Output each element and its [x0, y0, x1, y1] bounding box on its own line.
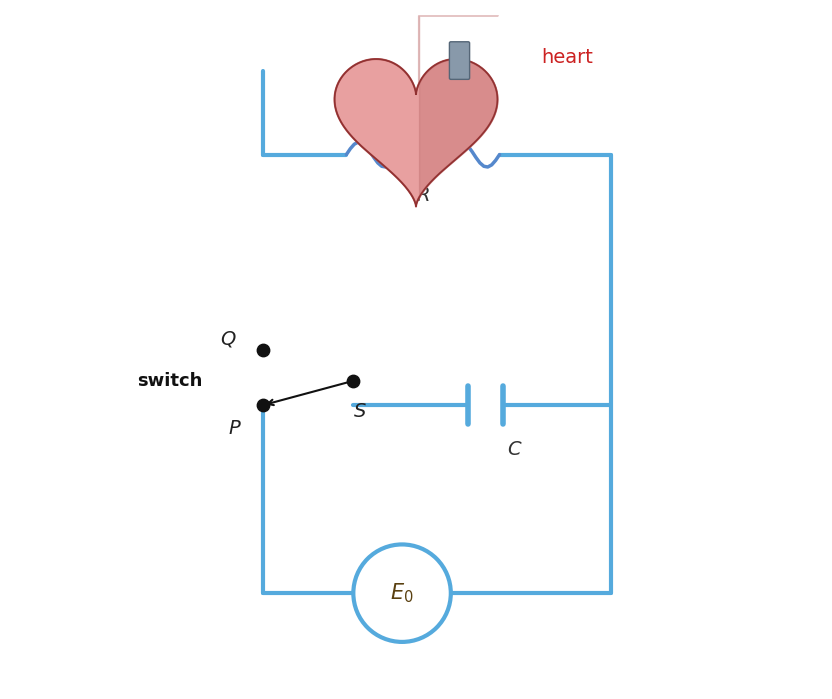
Polygon shape: [334, 59, 498, 206]
Text: $R$: $R$: [416, 186, 430, 205]
Text: switch: switch: [137, 372, 203, 390]
Text: $S$: $S$: [354, 402, 367, 421]
Text: $Q$: $Q$: [220, 329, 236, 349]
Text: $C$: $C$: [507, 440, 522, 459]
Text: $E_0$: $E_0$: [390, 582, 414, 605]
Point: [347, 375, 360, 387]
Text: $P$: $P$: [228, 419, 242, 438]
Text: heart: heart: [542, 48, 593, 66]
Point: [256, 400, 270, 411]
FancyBboxPatch shape: [449, 42, 469, 80]
Point: [256, 344, 270, 355]
